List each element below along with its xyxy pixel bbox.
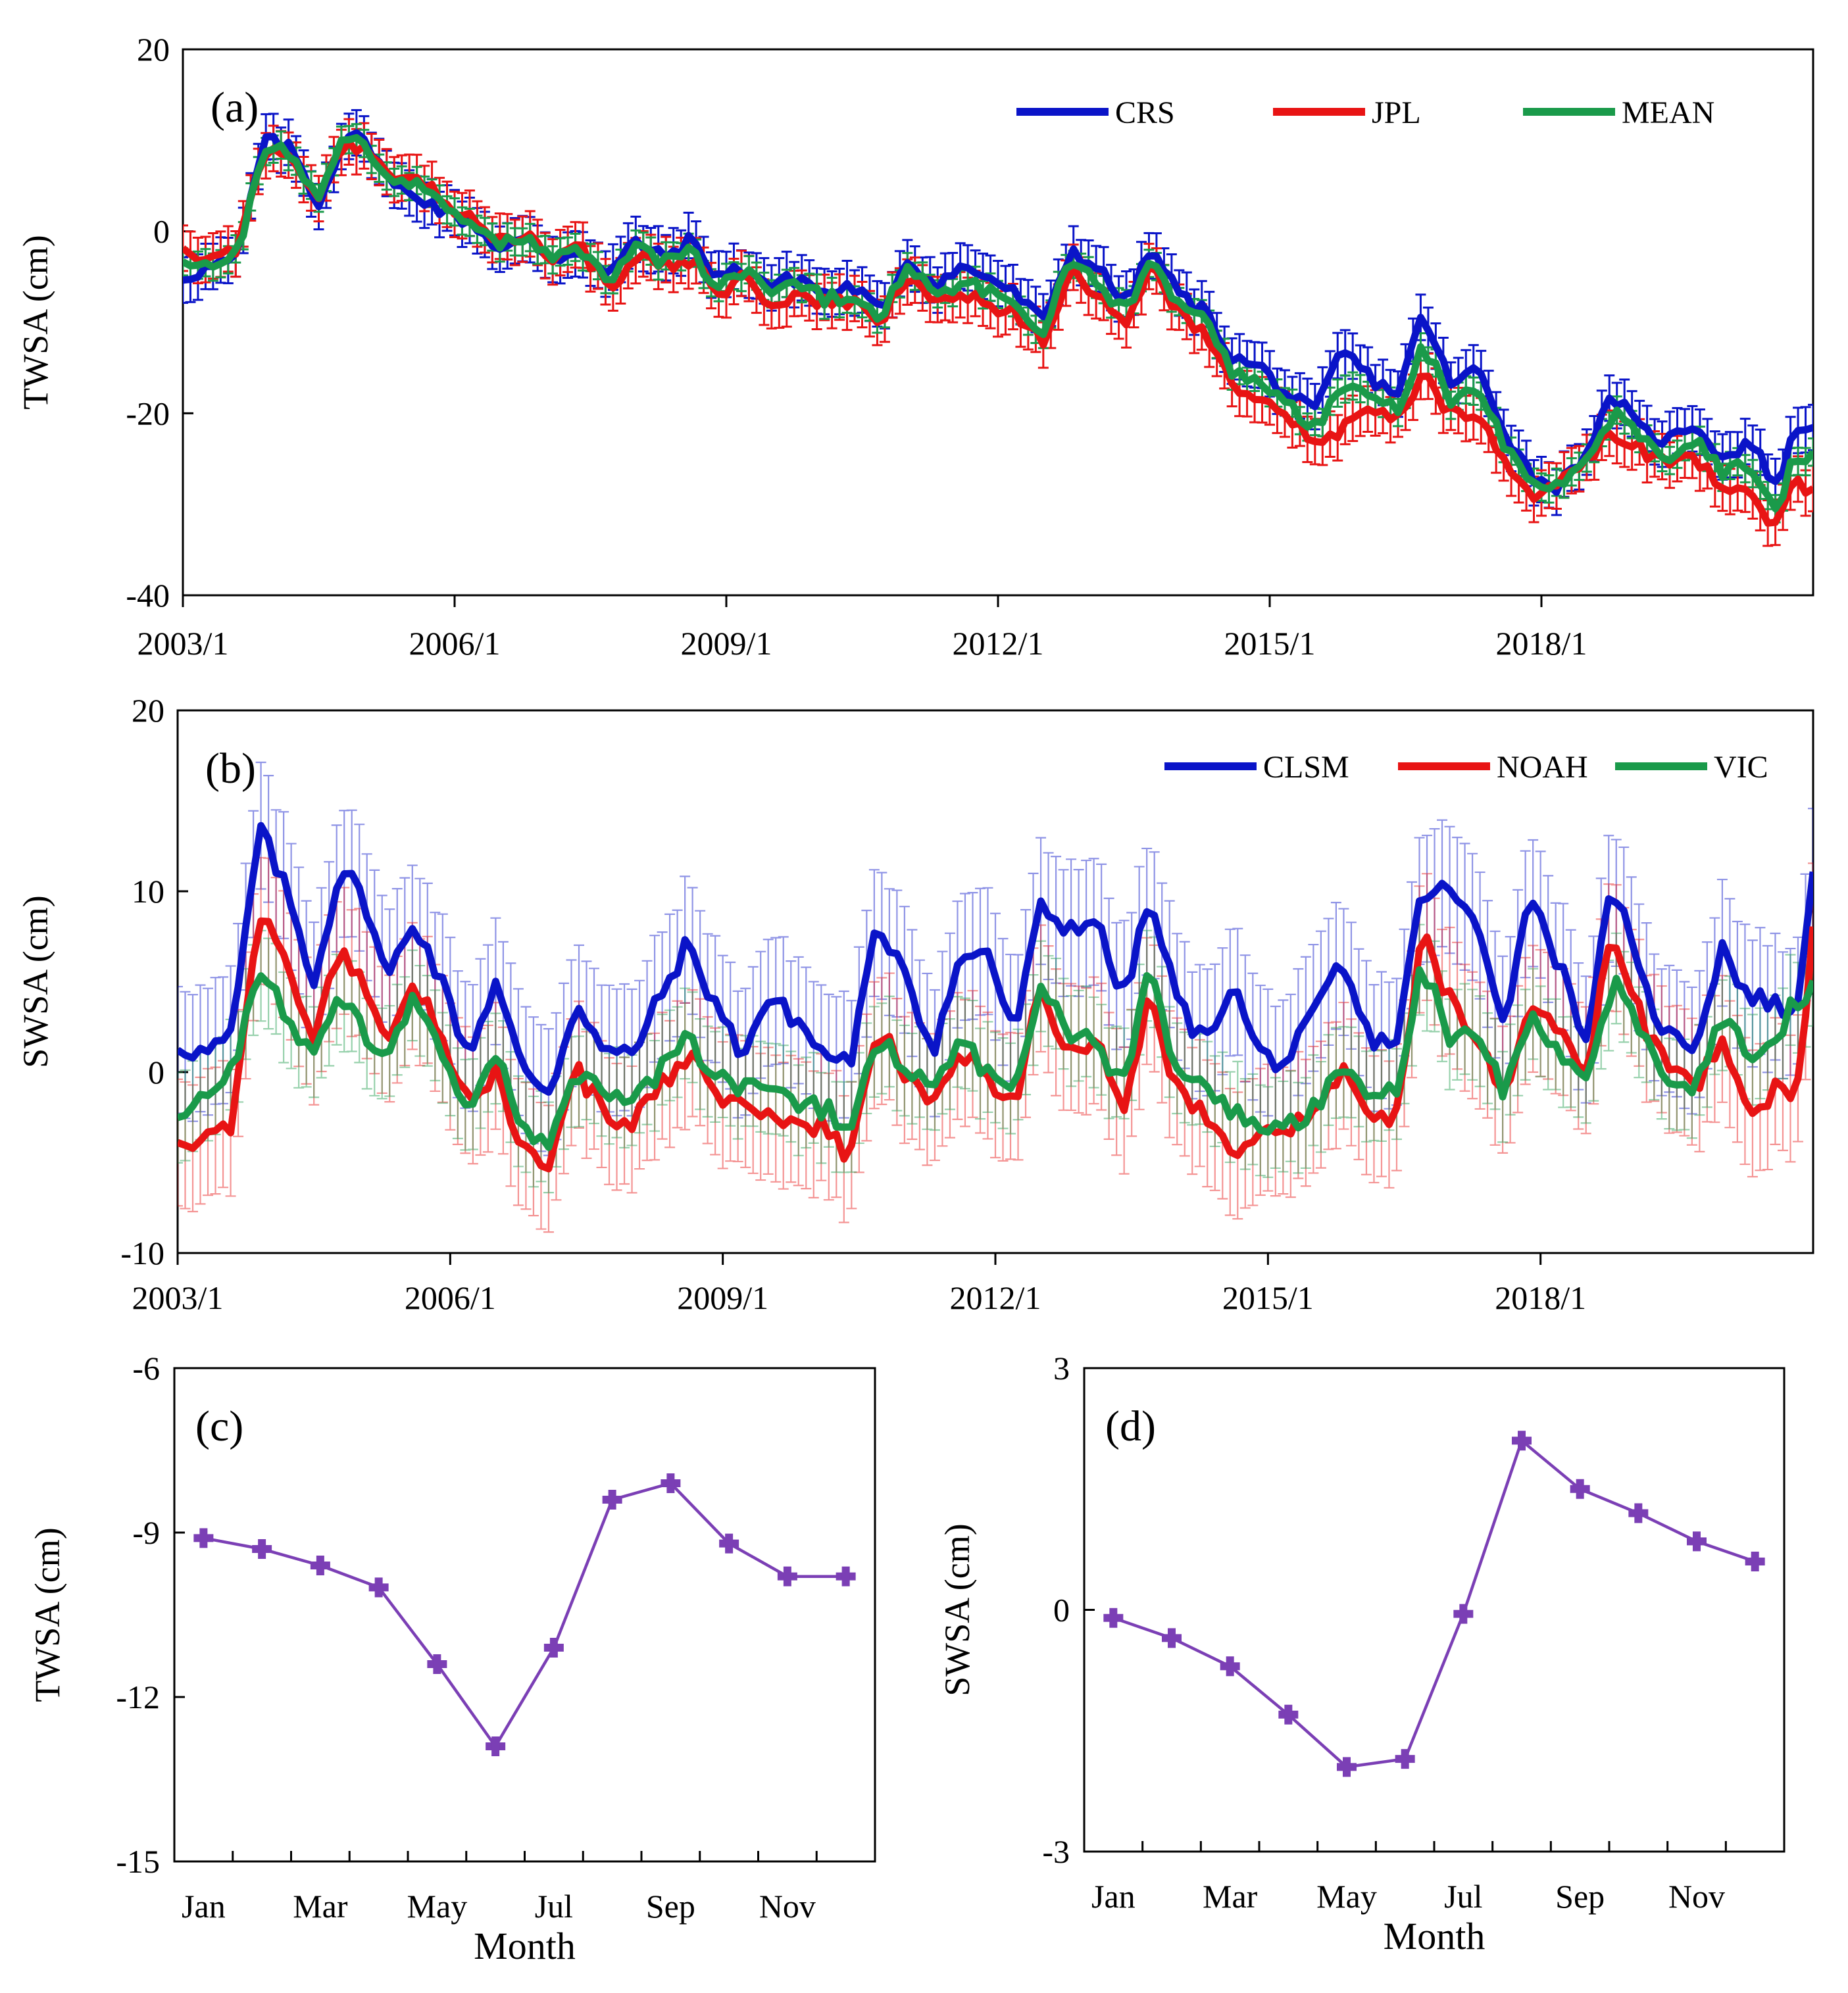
y-tick-label: 0 bbox=[153, 213, 170, 250]
data-point bbox=[1220, 1656, 1240, 1677]
data-point bbox=[193, 1528, 214, 1548]
plot-frame-d bbox=[1083, 1367, 1786, 1853]
data-point bbox=[252, 1539, 272, 1559]
y-tick-label: -3 bbox=[1042, 1833, 1070, 1870]
series-line-clsm bbox=[178, 822, 1813, 1096]
data-point bbox=[1745, 1552, 1765, 1571]
y-tick-label: 0 bbox=[148, 1054, 164, 1091]
x-axis-label: Month bbox=[1384, 1915, 1486, 1957]
y-axis-label: SWSA (cm) bbox=[937, 1523, 977, 1696]
legend-label: CRS bbox=[1115, 95, 1175, 130]
data-point bbox=[1512, 1431, 1532, 1451]
y-tick-label: -6 bbox=[132, 1350, 160, 1387]
x-tick-label: Mar bbox=[293, 1888, 348, 1925]
series-line-vic bbox=[178, 966, 1813, 1151]
y-tick-label: 3 bbox=[1053, 1350, 1070, 1387]
series-line-monthly bbox=[1112, 1438, 1756, 1769]
data-point bbox=[1453, 1604, 1474, 1624]
data-point bbox=[1337, 1757, 1357, 1777]
x-tick-label: 2009/1 bbox=[681, 625, 772, 662]
panel-label: (c) bbox=[195, 1402, 243, 1450]
panel-label: (d) bbox=[1105, 1402, 1156, 1450]
legend-label: NOAH bbox=[1497, 750, 1588, 785]
x-tick-label: Sep bbox=[1555, 1878, 1605, 1915]
x-tick-label: 2006/1 bbox=[409, 625, 501, 662]
y-axis-label: TWSA (cm) bbox=[28, 1527, 67, 1702]
x-tick-label: 2018/1 bbox=[1495, 1279, 1586, 1316]
data-point bbox=[1395, 1749, 1415, 1769]
x-tick-label: Jan bbox=[182, 1888, 226, 1925]
x-tick-label: 2009/1 bbox=[677, 1279, 768, 1316]
data-point bbox=[1570, 1479, 1590, 1499]
y-tick-label: 10 bbox=[132, 873, 164, 910]
y-tick-label: -40 bbox=[126, 577, 170, 614]
data-point bbox=[661, 1473, 681, 1493]
data-point bbox=[1162, 1628, 1182, 1648]
legend-label: JPL bbox=[1372, 95, 1421, 130]
x-tick-label: Jul bbox=[1444, 1878, 1482, 1915]
legend-label: CLSM bbox=[1263, 750, 1349, 785]
x-tick-label: Nov bbox=[759, 1888, 816, 1925]
x-tick-label: 2015/1 bbox=[1222, 1279, 1314, 1316]
data-point bbox=[602, 1490, 622, 1510]
x-tick-label: Mar bbox=[1203, 1878, 1258, 1915]
panel-label: (a) bbox=[211, 84, 259, 132]
y-tick-label: 0 bbox=[1053, 1592, 1070, 1629]
data-point bbox=[1687, 1531, 1707, 1552]
x-tick-label: 2006/1 bbox=[405, 1279, 496, 1316]
x-tick-label: 2012/1 bbox=[950, 1279, 1041, 1316]
x-tick-label: 2003/1 bbox=[132, 1279, 224, 1316]
y-tick-label: 20 bbox=[137, 31, 170, 68]
y-tick-label: -12 bbox=[116, 1679, 160, 1715]
x-tick-label: 2018/1 bbox=[1496, 625, 1587, 662]
legend-label: MEAN bbox=[1622, 95, 1714, 130]
data-point bbox=[1278, 1704, 1299, 1725]
panel-label: (b) bbox=[205, 745, 256, 793]
data-point bbox=[543, 1638, 564, 1658]
y-axis-label: TWSA (cm) bbox=[16, 235, 55, 409]
data-point bbox=[719, 1533, 739, 1554]
x-tick-label: May bbox=[1316, 1878, 1377, 1915]
plot-frame-c bbox=[173, 1367, 876, 1863]
data-point bbox=[777, 1566, 797, 1587]
x-tick-label: 2003/1 bbox=[137, 625, 229, 662]
data-point bbox=[836, 1566, 856, 1587]
y-axis-label: SWSA (cm) bbox=[16, 895, 55, 1068]
x-tick-label: 2012/1 bbox=[953, 625, 1044, 662]
series-line-monthly bbox=[203, 1481, 846, 1750]
y-tick-label: -15 bbox=[116, 1843, 160, 1880]
data-point bbox=[486, 1736, 506, 1756]
series-line-mean bbox=[183, 134, 1813, 512]
data-point bbox=[1628, 1503, 1649, 1523]
x-tick-label: Jan bbox=[1091, 1878, 1136, 1915]
data-point bbox=[427, 1654, 447, 1674]
x-tick-label: Jul bbox=[535, 1888, 573, 1925]
data-point bbox=[310, 1556, 330, 1575]
y-tick-label: 20 bbox=[132, 692, 164, 729]
y-tick-label: -10 bbox=[120, 1235, 164, 1271]
x-tick-label: May bbox=[407, 1888, 468, 1925]
legend-label: VIC bbox=[1714, 750, 1768, 785]
x-axis-label: Month bbox=[474, 1925, 576, 1967]
data-point bbox=[368, 1577, 389, 1598]
x-tick-label: Nov bbox=[1668, 1878, 1725, 1915]
data-point bbox=[1103, 1608, 1124, 1628]
x-tick-label: Sep bbox=[646, 1888, 695, 1925]
x-tick-label: 2015/1 bbox=[1224, 625, 1316, 662]
y-tick-label: -20 bbox=[126, 395, 170, 431]
y-tick-label: -9 bbox=[132, 1514, 160, 1551]
